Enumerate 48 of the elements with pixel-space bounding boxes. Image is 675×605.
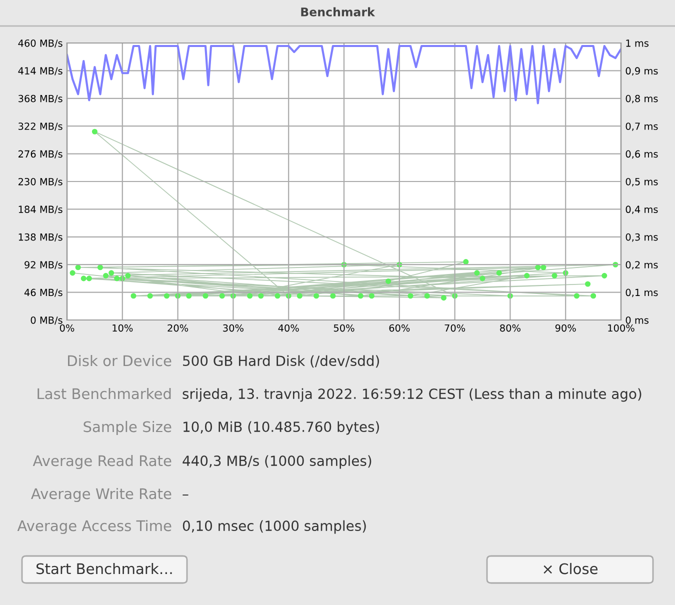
y-tick-label: 460 MB/s (18, 39, 62, 48)
text: 0,10 msec (1000 samples) (182, 520, 366, 534)
x-tick-label: 40% (278, 324, 299, 332)
x-tick-label: 20% (168, 324, 188, 332)
y-tick-label: 276 MB/s (18, 150, 62, 158)
x-tick-label: 100% (608, 324, 634, 332)
y-tick-label: 184 MB/s (18, 206, 62, 214)
text: 440,3 MB/s (1000 samples) (182, 455, 372, 469)
chart-title: Benchmark (301, 7, 376, 16)
y2-tick-label: 0,4 ms (626, 206, 658, 214)
y2-tick-label: 1 ms (626, 40, 649, 47)
y2-tick-label: 0,5 ms (626, 178, 658, 186)
y2-tick-label: 0,7 ms (626, 122, 658, 131)
y-tick-label: 368 MB/s (18, 94, 62, 103)
x-tick-label: 70% (444, 324, 466, 332)
text: Average Write Rate (31, 488, 172, 502)
y2-tick-label: 0,3 ms (626, 233, 658, 242)
y2-tick-label: 0,9 ms (626, 67, 658, 76)
y2-tick-label: 0 ms (626, 316, 649, 324)
y2-tick-label: 0,6 ms (626, 150, 658, 159)
x-tick-label: 0% (60, 324, 74, 332)
y-tick-label: 138 MB/s (18, 233, 62, 242)
y-tick-label: 0 MB/s (30, 316, 62, 325)
x-tick-label: 80% (500, 324, 520, 332)
text: Disk or Device (68, 354, 172, 366)
text: Average Access Time (17, 520, 172, 534)
x-tick-label: 30% (223, 324, 244, 332)
y-tick-label: 46 MB/s (24, 288, 62, 297)
text: Average Read Rate (32, 454, 172, 470)
y2-tick-label: 0,8 ms (626, 94, 658, 104)
text: 500 GB Hard Disk (/dev/sdd) (183, 355, 379, 368)
text: srijeda, 13. travnja 2022. 16:59:12 CEST (Less than a minute ago) (182, 388, 642, 402)
y2-tick-label: 0,2 ms (626, 261, 658, 270)
x-tick-label: 90% (555, 324, 576, 332)
text: 10,0 MiB (10.485.760 bytes) (184, 421, 379, 435)
text: – (182, 494, 188, 496)
y2-tick-label: 0,1 ms (626, 288, 658, 298)
x-tick-label: 50% (334, 324, 354, 332)
y-tick-label: 92 MB/s (24, 261, 62, 270)
text: Start Benchmark… (36, 562, 172, 574)
text: Sample Size (84, 420, 172, 436)
y-tick-label: 414 MB/s (18, 67, 62, 76)
y-tick-label: 230 MB/s (18, 178, 62, 186)
y-tick-label: 322 MB/s (18, 122, 62, 131)
text: × Close (544, 562, 598, 574)
x-tick-label: 60% (389, 324, 410, 332)
x-tick-label: 10% (112, 324, 133, 332)
text: Last Benchmarked (38, 388, 171, 400)
